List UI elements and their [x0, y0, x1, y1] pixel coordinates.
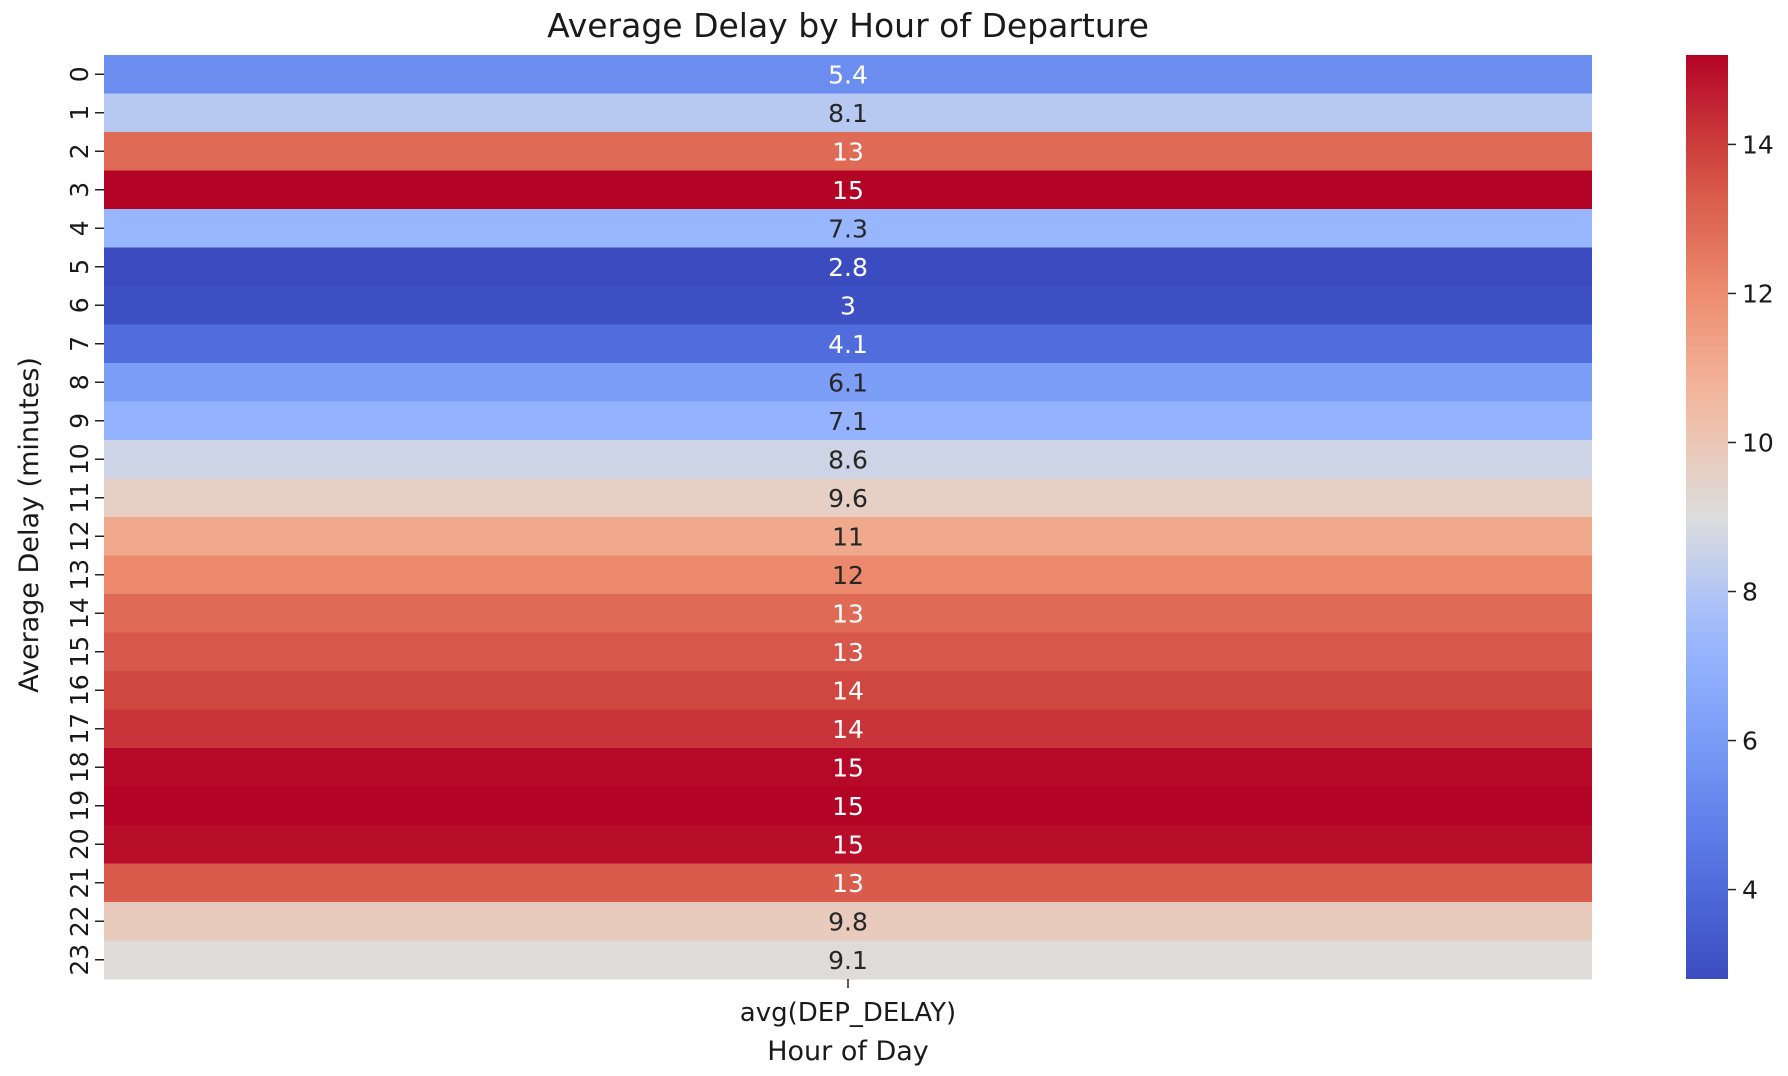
cell-annotation: 11: [832, 522, 864, 551]
heatmap-cell: [104, 286, 1592, 325]
heatmap-cell: [104, 825, 1592, 864]
colorbar-tick-label: 14: [1742, 130, 1774, 159]
heatmap-cell: [104, 594, 1592, 633]
heatmap-cell: [104, 363, 1592, 402]
cell-annotation: 3: [840, 291, 856, 320]
y-tick-label: 5: [65, 259, 94, 275]
y-tick-label: 21: [65, 867, 94, 899]
cell-annotation: 12: [832, 561, 864, 590]
y-tick-label: 23: [65, 944, 94, 976]
y-tick-label: 3: [65, 182, 94, 198]
heatmap-cell: [104, 748, 1592, 787]
heatmap-cell: [104, 324, 1592, 364]
heatmap-cell: [104, 132, 1592, 171]
y-tick-label: 22: [65, 905, 94, 937]
y-tick-label: 19: [65, 790, 94, 822]
cell-annotation: 13: [832, 137, 864, 166]
y-tick-label: 20: [65, 828, 94, 860]
cell-annotation: 13: [832, 869, 864, 898]
y-tick-label: 1: [65, 105, 94, 121]
heatmap-cell: [104, 902, 1592, 941]
colorbar: 4 6 8 10 12 14: [1686, 55, 1774, 979]
cell-annotation: 7.3: [828, 214, 868, 243]
heatmap-cell: [104, 209, 1592, 248]
cell-annotation: 13: [832, 599, 864, 628]
y-tick-label: 13: [65, 559, 94, 591]
y-tick-label: 15: [65, 636, 94, 668]
cell-annotation: 9.8: [828, 907, 868, 936]
heatmap-cell: [104, 517, 1592, 556]
y-tick-label: 8: [65, 374, 94, 390]
cell-annotation: 4.1: [828, 330, 868, 359]
heatmap-cell: [104, 632, 1592, 672]
cell-annotation: 15: [832, 176, 864, 205]
heatmap-cell: [104, 440, 1592, 479]
cell-annotation: 9.1: [828, 946, 868, 975]
cell-annotation: 14: [832, 676, 864, 705]
cell-annotation: 13: [832, 638, 864, 667]
colorbar-tick-label: 4: [1742, 876, 1758, 905]
cell-annotation: 8.6: [828, 445, 868, 474]
colorbar-tick-label: 8: [1742, 578, 1758, 607]
y-tick-label: 10: [65, 443, 94, 475]
cell-annotation: 2.8: [828, 253, 868, 282]
cell-annotation: 14: [832, 715, 864, 744]
colorbar-tick-label: 10: [1742, 428, 1774, 457]
heatmap-cell: [104, 93, 1592, 133]
cell-annotation: 15: [832, 753, 864, 782]
chart-title: Average Delay by Hour of Departure: [547, 6, 1149, 45]
cell-annotation: 9.6: [828, 484, 868, 513]
cell-annotation: 6.1: [828, 368, 868, 397]
y-tick-label: 18: [65, 751, 94, 783]
y-tick-label: 7: [65, 336, 94, 352]
heatmap-cell: [104, 786, 1592, 826]
y-tick-label: 11: [65, 482, 94, 514]
cell-annotation: 15: [832, 792, 864, 821]
heatmap-cell: [104, 940, 1592, 980]
heatmap-cell: [104, 709, 1592, 749]
y-tick-label: 9: [65, 413, 94, 429]
y-tick-label: 0: [65, 66, 94, 82]
cell-annotation: 15: [832, 830, 864, 859]
y-tick-label: 4: [65, 220, 94, 236]
x-axis-label: Hour of Day: [767, 1036, 929, 1067]
heatmap-cell: [104, 55, 1592, 94]
colorbar-gradient: [1686, 55, 1728, 979]
y-tick-label: 17: [65, 713, 94, 745]
colorbar-tick-label: 6: [1742, 727, 1758, 756]
y-tick-label: 6: [65, 297, 94, 313]
y-tick-label: 2: [65, 143, 94, 159]
heatmap-cell: [104, 478, 1592, 518]
x-axis-ticks: avg(DEP_DELAY): [740, 979, 956, 1028]
heatmap-cell: [104, 863, 1592, 903]
heatmap-cell: [104, 671, 1592, 710]
cell-annotation: 7.1: [828, 407, 868, 436]
x-tick-label: avg(DEP_DELAY): [740, 998, 956, 1028]
colorbar-tick-label: 12: [1742, 279, 1774, 308]
heatmap-rows: 5.4 8.1 13 15 7.3 2.8 3 4.1 6.1 7.1 8.6 9.6 11 12 13 13…: [104, 55, 1592, 980]
y-tick-label: 16: [65, 674, 94, 706]
cell-annotation: 8.1: [828, 99, 868, 128]
heatmap-cell: [104, 555, 1592, 595]
cell-annotation: 5.4: [828, 60, 868, 89]
heatmap-cell: [104, 170, 1592, 210]
y-tick-label: 14: [65, 597, 94, 629]
y-axis-label: Average Delay (minutes): [14, 357, 45, 693]
heatmap-cell: [104, 401, 1592, 441]
heatmap-cell: [104, 247, 1592, 287]
y-tick-label: 12: [65, 520, 94, 552]
